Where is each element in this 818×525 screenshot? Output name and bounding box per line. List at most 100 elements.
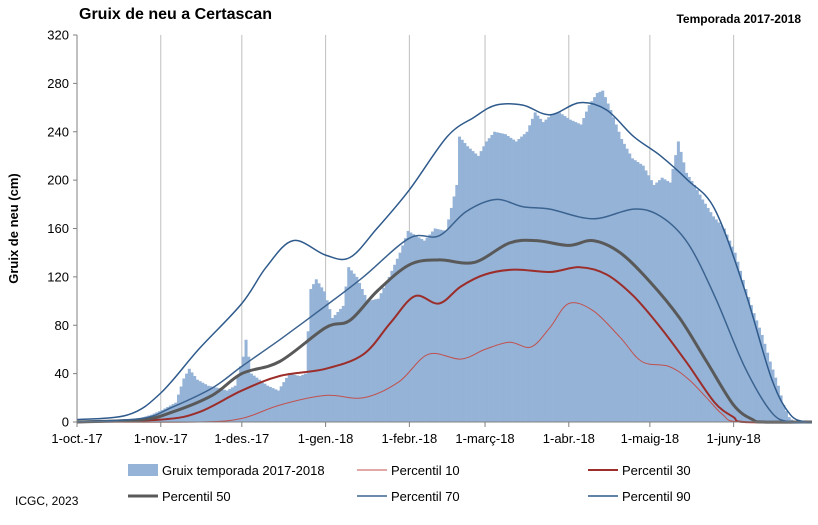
snow-depth-bar (455, 184, 459, 422)
snow-depth-bar (247, 356, 251, 422)
snow-depth-bar (679, 151, 683, 422)
snow-depth-bar (439, 229, 443, 422)
y-tick-label: 160 (47, 221, 69, 236)
snow-depth-bar (644, 170, 648, 422)
snow-depth-bar (709, 212, 713, 422)
snow-depth-bar (528, 125, 532, 423)
snow-depth-bar (368, 300, 372, 422)
y-tick-label: 320 (47, 28, 69, 43)
snow-depth-bar (568, 119, 572, 422)
snow-depth-bar (776, 385, 780, 422)
y-tick-label: 120 (47, 269, 69, 284)
snow-depth-bar (463, 143, 467, 422)
snow-depth-bar (712, 216, 716, 422)
snow-depth-bar (287, 373, 291, 422)
snow-depth-bar (625, 148, 629, 422)
snow-depth-bar (328, 309, 332, 422)
snow-depth-bar (703, 203, 707, 422)
snow-depth-bar (763, 343, 767, 422)
snow-depth-bar (349, 270, 353, 422)
snow-depth-bar (509, 137, 513, 422)
y-axis-title: Gruix de neu (cm) (6, 173, 21, 284)
snow-depth-bar (344, 286, 348, 422)
snow-depth-bar (260, 381, 264, 422)
snow-depth-bar (755, 320, 759, 422)
snow-depth-bar (452, 196, 456, 422)
line-percentil-90 (76, 101, 813, 424)
snow-depth-bar (768, 361, 772, 422)
snow-depth-bar (579, 124, 583, 423)
snow-depth-bar (374, 299, 378, 422)
x-tick-label: 1-maig-18 (621, 431, 680, 446)
snow-depth-bar (736, 261, 740, 422)
snow-depth-bar (690, 180, 694, 422)
snow-depth-bar (701, 199, 705, 422)
snow-depth-bar (520, 136, 524, 422)
snow-depth-bar (593, 97, 597, 423)
snow-depth-bar (749, 305, 753, 422)
snow-depth-bar (444, 230, 448, 422)
snow-depth-bar (612, 117, 616, 423)
snow-depth-bar (333, 314, 337, 422)
snow-depth-bar (279, 386, 283, 422)
snow-depth-bar (722, 228, 726, 422)
snow-depth-bar (557, 112, 561, 423)
snow-depth-bar (617, 131, 621, 422)
snow-depth-bar (555, 113, 559, 423)
snow-depth-bar (371, 299, 375, 422)
snow-depth-bar (320, 287, 324, 422)
snow-depth-bar (603, 97, 607, 423)
snow-depth-bar (739, 270, 743, 422)
snow-depth-bar (460, 139, 464, 422)
snow-depth-bar (752, 313, 756, 422)
snow-depth-bar (590, 101, 594, 423)
line-percentil-50 (76, 238, 813, 424)
snow-depth-bar (782, 405, 786, 422)
snow-depth-bar (425, 237, 429, 422)
snow-depth-bar (422, 240, 426, 422)
snow-depth-bar (387, 276, 391, 422)
snow-depth-bar (636, 161, 640, 422)
snow-depth-bar (401, 245, 405, 422)
snow-depth-bar (355, 276, 359, 422)
snow-depth-bar (395, 258, 399, 422)
snow-depth-bar (695, 189, 699, 422)
snow-depth-bar (228, 388, 232, 422)
snow-depth-bar (747, 297, 751, 422)
snow-depth-bar (366, 301, 370, 422)
snow-depth-bar (533, 112, 537, 423)
snow-depth-bar (622, 143, 626, 422)
x-tick-label: 1-gen.-18 (298, 431, 354, 446)
snow-depth-bar (298, 376, 302, 422)
snow-depth-bar (182, 378, 186, 422)
snow-depth-bar (501, 133, 505, 422)
snow-depth-bar (647, 175, 651, 422)
snow-depth-bar (220, 388, 224, 422)
snow-depth-bar (652, 184, 656, 422)
snow-depth-bar (576, 123, 580, 423)
snow-depth-bar (309, 288, 313, 422)
snow-depth-bar (639, 163, 643, 422)
snow-depth-bar (258, 379, 262, 422)
line-percentil-10 (76, 302, 813, 424)
legend-swatch-bar (128, 464, 158, 476)
chart-subtitle: Temporada 2017-2018 (676, 12, 801, 26)
snow-depth-bar (447, 219, 451, 422)
line-percentil-30 (76, 266, 813, 424)
snow-depth-bar (730, 246, 734, 422)
snow-depth-bar (466, 146, 470, 422)
snow-depth-bar (606, 103, 610, 422)
snow-depth-bar (233, 385, 237, 422)
snow-depth-bar (614, 124, 618, 423)
snow-depth-bar (301, 374, 305, 422)
y-tick-label: 80 (55, 318, 69, 333)
snow-depth-bar (757, 327, 761, 422)
snow-depth-bar (744, 288, 748, 422)
snow-depth-bar (271, 388, 275, 422)
legend-label: Percentil 50 (162, 489, 231, 504)
snow-depth-bar (255, 377, 259, 422)
snow-depth-bar (787, 417, 791, 422)
x-tick-label: 1-abr.-18 (543, 431, 595, 446)
legend-label: Percentil 10 (391, 463, 460, 478)
